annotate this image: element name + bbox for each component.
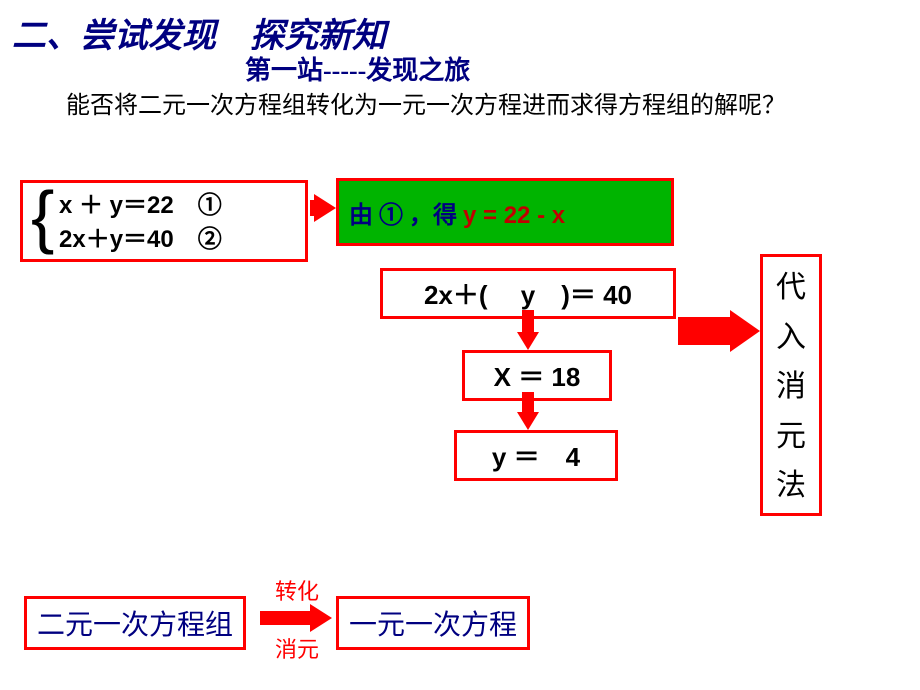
- derivation-expr: y = 22 - x: [463, 202, 565, 229]
- subtitle: 第一站-----发现之旅: [245, 50, 470, 87]
- derivation-box: 由 ① ，得 y = 22 - x: [336, 178, 674, 246]
- equation-1: x ＋ y＝22 ①: [59, 189, 299, 223]
- brace-icon: {: [31, 181, 54, 251]
- equation-2: 2x＋y＝40 ②: [59, 223, 299, 257]
- two-var-system-label: 二元一次方程组: [24, 596, 246, 650]
- transform-label-bottom: 消元: [275, 632, 319, 664]
- derivation-prefix: 由 ① ，得: [349, 203, 463, 229]
- one-var-equation-label: 一元一次方程: [336, 596, 530, 650]
- question-text: 能否将二元一次方程组转化为一元一次方程进而求得方程组的解呢？: [18, 90, 888, 122]
- system-of-equations: { x ＋ y＝22 ① 2x＋y＝40 ②: [20, 180, 308, 262]
- x-result: X ＝ 18: [462, 350, 612, 401]
- y-result: y ＝ 4: [454, 430, 618, 481]
- transform-label-top: 转化: [275, 574, 319, 606]
- method-name: 代 入 消 元 法: [760, 254, 822, 516]
